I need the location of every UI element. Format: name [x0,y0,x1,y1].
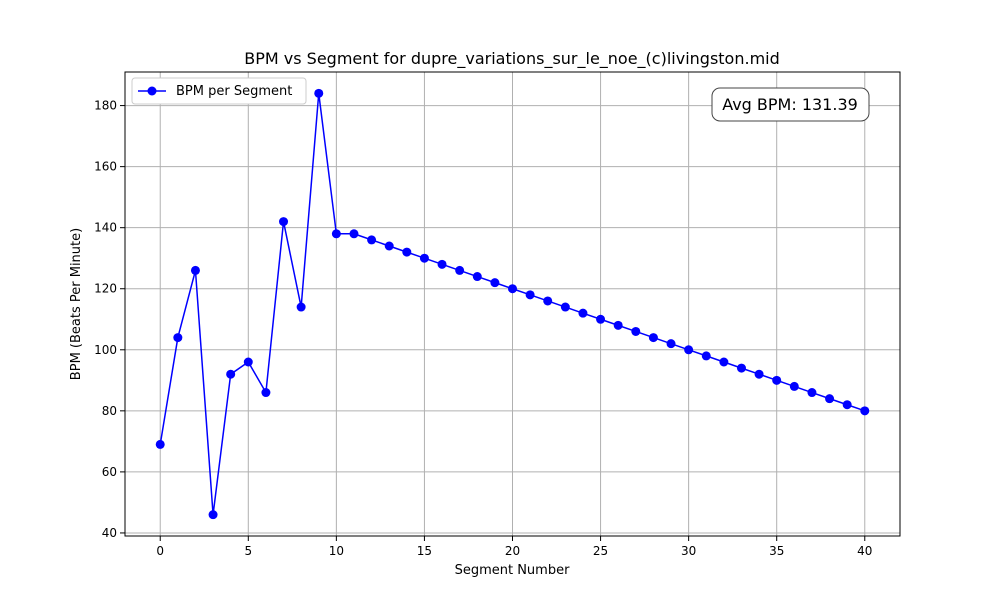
x-tick-label: 40 [857,544,872,558]
x-tick-label: 35 [769,544,784,558]
y-tick-label: 100 [94,343,117,357]
x-tick-label: 15 [417,544,432,558]
avg-annotation: Avg BPM: 131.39 [711,87,870,122]
x-tick-label: 0 [156,544,164,558]
data-point [296,302,306,312]
y-tick-label: 140 [94,221,117,235]
x-tick-label: 30 [681,544,696,558]
data-point [155,439,165,449]
y-tick-label: 80 [102,404,117,418]
legend-marker [147,86,157,96]
data-point [331,229,341,239]
data-point [596,314,606,324]
data-point [490,278,500,288]
y-tick-label: 120 [94,282,117,296]
data-point [243,357,253,367]
data-point [560,302,570,312]
data-point [825,394,835,404]
x-tick-label: 25 [593,544,608,558]
data-point [648,333,658,343]
data-point [472,272,482,282]
y-axis-label: BPM (Beats Per Minute) [69,228,84,380]
data-point [419,253,429,263]
data-point [279,217,289,227]
x-tick-label: 5 [244,544,252,558]
annotation-box [711,87,870,122]
y-axis-ticks: 40 60 80 100 120 140 160 180 [94,99,125,540]
x-tick-label: 20 [505,544,520,558]
data-point [543,296,553,306]
y-tick-label: 160 [94,160,117,174]
data-point [402,247,412,257]
data-point [314,88,324,98]
legend-label: BPM per Segment [176,84,292,99]
data-point [455,265,465,275]
chart-title: BPM vs Segment for dupre_variations_sur_… [244,49,780,69]
data-point [613,320,623,330]
data-point [860,406,870,416]
data-point [754,369,764,379]
data-point [367,235,377,245]
series-layer [155,88,870,520]
legend-box [131,77,307,105]
data-point [736,363,746,373]
data-point [226,369,236,379]
data-point [437,259,447,269]
data-point [578,308,588,318]
data-point [666,339,676,349]
y-tick-label: 40 [102,526,117,540]
data-point [525,290,535,300]
x-axis-ticks: 0 5 10 15 20 25 30 35 40 [156,536,872,558]
data-point [190,265,200,275]
data-point [349,229,359,239]
data-point [208,510,218,520]
data-point [508,284,517,294]
data-point [684,345,694,355]
y-tick-label: 60 [102,465,117,479]
data-point [261,388,271,398]
x-axis-label: Segment Number [455,563,571,578]
y-tick-label: 180 [94,99,117,113]
data-point [173,333,183,343]
annotation-text: Avg BPM: 131.39 [722,95,858,114]
data-point [789,381,799,391]
data-point [701,351,711,361]
legend: BPM per Segment [131,77,307,105]
data-point [807,388,817,398]
data-point [384,241,394,251]
data-point [842,400,852,410]
data-point [772,375,782,385]
x-tick-label: 10 [329,544,344,558]
data-point [631,326,641,336]
data-point [719,357,729,367]
